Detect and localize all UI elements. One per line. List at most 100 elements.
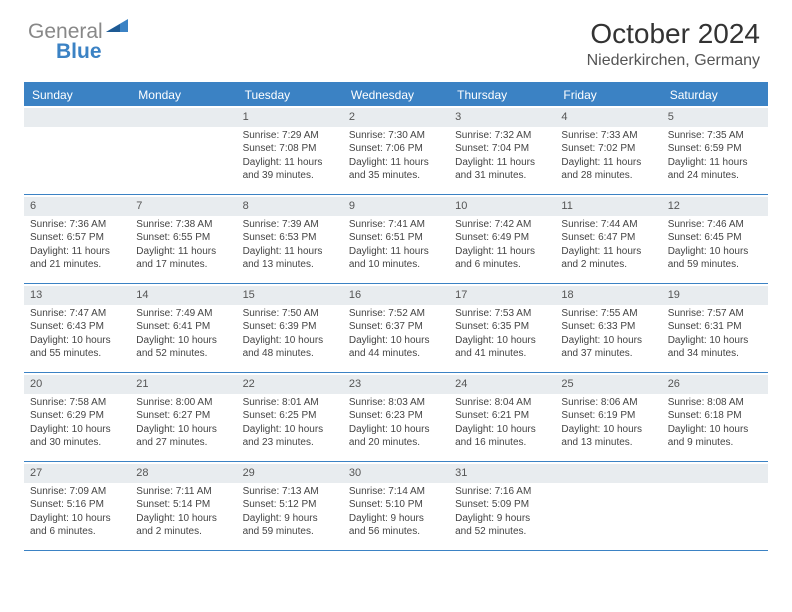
day-daylight: Daylight: 10 hours and 2 minutes. [136,512,230,539]
day-sunset: Sunset: 6:51 PM [349,231,443,245]
day-number: 9 [343,197,449,216]
day-sunrise: Sunrise: 7:47 AM [30,307,124,321]
day-header: Friday [555,84,661,106]
day-daylight: Daylight: 11 hours and 24 minutes. [668,156,762,183]
day-number: 23 [343,375,449,394]
day-number: 31 [449,464,555,483]
day-number: 22 [237,375,343,394]
week-row: 6Sunrise: 7:36 AMSunset: 6:57 PMDaylight… [24,195,768,284]
day-number: 28 [130,464,236,483]
day-sunset: Sunset: 7:06 PM [349,142,443,156]
day-daylight: Daylight: 10 hours and 6 minutes. [30,512,124,539]
day-cell: 8 Sunrise: 7:39 AMSunset: 6:53 PMDaylight… [237,195,343,283]
week-row: 27Sunrise: 7:09 AMSunset: 5:16 PMDayligh… [24,462,768,551]
day-sunrise: Sunrise: 7:33 AM [561,129,655,143]
day-sunrise: Sunrise: 7:58 AM [30,396,124,410]
day-header: Saturday [662,84,768,106]
day-daylight: Daylight: 11 hours and 21 minutes. [30,245,124,272]
day-cell: 21Sunrise: 8:00 AMSunset: 6:27 PMDayligh… [130,373,236,461]
day-cell: 7Sunrise: 7:38 AMSunset: 6:55 PMDaylight… [130,195,236,283]
day-daylight: Daylight: 11 hours and 2 minutes. [561,245,655,272]
day-daylight: Daylight: 9 hours and 59 minutes. [243,512,337,539]
day-number: 16 [343,286,449,305]
day-sunset: Sunset: 6:19 PM [561,409,655,423]
day-sunset: Sunset: 6:53 PM [243,231,337,245]
day-sunrise: Sunrise: 7:42 AM [455,218,549,232]
day-daylight: Daylight: 10 hours and 34 minutes. [668,334,762,361]
day-sunrise: Sunrise: 7:11 AM [136,485,230,499]
day-sunset: Sunset: 6:29 PM [30,409,124,423]
day-sunset: Sunset: 6:49 PM [455,231,549,245]
day-sunrise: Sunrise: 7:52 AM [349,307,443,321]
day-number: 21 [130,375,236,394]
day-number: 2 [343,108,449,127]
week-row: 1Sunrise: 7:29 AMSunset: 7:08 PMDaylight… [24,106,768,195]
day-sunrise: Sunrise: 8:08 AM [668,396,762,410]
day-cell: 3Sunrise: 7:32 AMSunset: 7:04 PMDaylight… [449,106,555,194]
day-cell: 20Sunrise: 7:58 AMSunset: 6:29 PMDayligh… [24,373,130,461]
day-cell: 4Sunrise: 7:33 AMSunset: 7:02 PMDaylight… [555,106,661,194]
day-sunrise: Sunrise: 7:50 AM [243,307,337,321]
day-cell [662,462,768,550]
day-number: 24 [449,375,555,394]
day-sunset: Sunset: 7:08 PM [243,142,337,156]
logo-text-part2: Blue [56,40,102,63]
day-number: 11 [555,197,661,216]
day-sunset: Sunset: 5:16 PM [30,498,124,512]
day-sunset: Sunset: 6:23 PM [349,409,443,423]
day-number: 27 [24,464,130,483]
day-daylight: Daylight: 10 hours and 13 minutes. [561,423,655,450]
day-daylight: Daylight: 10 hours and 20 minutes. [349,423,443,450]
day-cell: 15Sunrise: 7:50 AMSunset: 6:39 PMDayligh… [237,284,343,372]
day-cell: 25Sunrise: 8:06 AMSunset: 6:19 PMDayligh… [555,373,661,461]
day-number: 1 [237,108,343,127]
day-daylight: Daylight: 11 hours and 13 minutes. [243,245,337,272]
header: October 2024 Niederkirchen, Germany [587,18,760,70]
day-sunrise: Sunrise: 7:35 AM [668,129,762,143]
day-sunrise: Sunrise: 7:14 AM [349,485,443,499]
day-cell: 14Sunrise: 7:49 AMSunset: 6:41 PMDayligh… [130,284,236,372]
day-daylight: Daylight: 10 hours and 16 minutes. [455,423,549,450]
day-sunrise: Sunrise: 7:32 AM [455,129,549,143]
day-daylight: Daylight: 10 hours and 44 minutes. [349,334,443,361]
day-number: 19 [662,286,768,305]
day-cell: 5Sunrise: 7:35 AMSunset: 6:59 PMDaylight… [662,106,768,194]
day-sunset: Sunset: 6:45 PM [668,231,762,245]
location: Niederkirchen, Germany [587,52,760,70]
day-daylight: Daylight: 10 hours and 23 minutes. [243,423,337,450]
day-sunset: Sunset: 6:41 PM [136,320,230,334]
day-cell: 23Sunrise: 8:03 AMSunset: 6:23 PMDayligh… [343,373,449,461]
day-number: 3 [449,108,555,127]
day-sunset: Sunset: 6:33 PM [561,320,655,334]
day-sunset: Sunset: 6:21 PM [455,409,549,423]
day-daylight: Daylight: 9 hours and 52 minutes. [455,512,549,539]
day-sunrise: Sunrise: 7:44 AM [561,218,655,232]
day-sunrise: Sunrise: 7:36 AM [30,218,124,232]
day-sunrise: Sunrise: 7:39 AM [243,218,337,232]
day-sunset: Sunset: 5:10 PM [349,498,443,512]
day-daylight: Daylight: 10 hours and 37 minutes. [561,334,655,361]
day-cell: 26Sunrise: 8:08 AMSunset: 6:18 PMDayligh… [662,373,768,461]
day-cell: 29Sunrise: 7:13 AMSunset: 5:12 PMDayligh… [237,462,343,550]
day-number: 14 [130,286,236,305]
day-number: 12 [662,197,768,216]
day-cell: 1Sunrise: 7:29 AMSunset: 7:08 PMDaylight… [237,106,343,194]
day-number [555,464,661,483]
day-daylight: Daylight: 10 hours and 52 minutes. [136,334,230,361]
day-sunset: Sunset: 6:35 PM [455,320,549,334]
day-number: 29 [237,464,343,483]
weeks-container: 1Sunrise: 7:29 AMSunset: 7:08 PMDaylight… [24,106,768,551]
day-number: 10 [449,197,555,216]
day-sunset: Sunset: 6:27 PM [136,409,230,423]
day-number [24,108,130,127]
day-number: 8 [237,197,343,216]
day-header: Wednesday [343,84,449,106]
day-daylight: Daylight: 11 hours and 6 minutes. [455,245,549,272]
day-cell: 9Sunrise: 7:41 AMSunset: 6:51 PMDaylight… [343,195,449,283]
day-cell: 11Sunrise: 7:44 AMSunset: 6:47 PMDayligh… [555,195,661,283]
day-cell: 27Sunrise: 7:09 AMSunset: 5:16 PMDayligh… [24,462,130,550]
day-sunset: Sunset: 7:02 PM [561,142,655,156]
day-daylight: Daylight: 11 hours and 39 minutes. [243,156,337,183]
day-sunrise: Sunrise: 7:53 AM [455,307,549,321]
day-header: Sunday [24,84,130,106]
